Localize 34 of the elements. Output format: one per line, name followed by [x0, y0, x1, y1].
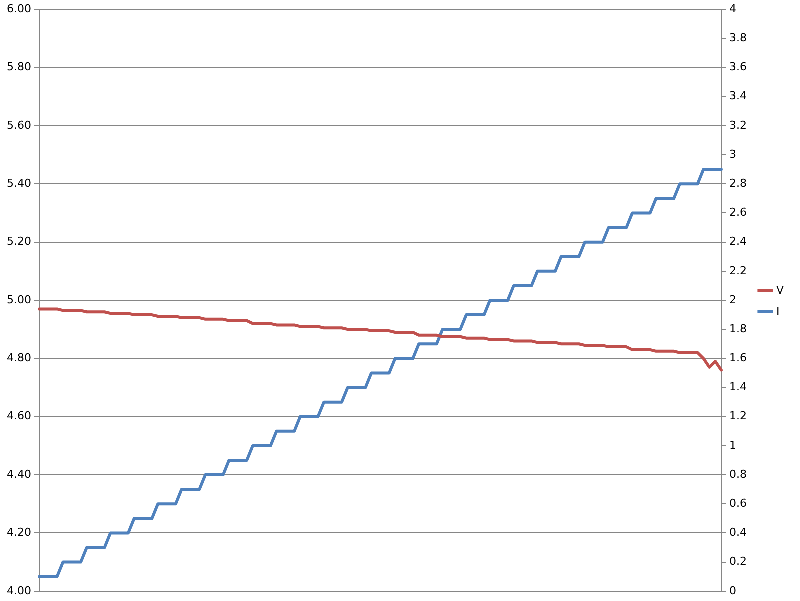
- y-tick-label: 6.00: [6, 2, 32, 16]
- y-tick-label: 4.80: [6, 352, 32, 365]
- y-tick-label: 5.00: [6, 293, 32, 306]
- y-tick-label: 4.40: [6, 468, 32, 481]
- y2-tick-label: 1.4: [729, 380, 747, 394]
- y2-tick-label: 3.4: [729, 90, 747, 103]
- y2-tick-label: 3: [729, 148, 736, 161]
- y2-tick-label: 1.6: [729, 352, 747, 365]
- y2-tick-label: 3.6: [729, 60, 747, 74]
- y2-tick-label: 0.4: [729, 526, 747, 540]
- legend-label: I: [776, 304, 780, 318]
- y2-tick-label: 1.2: [729, 410, 747, 423]
- y-tick-label: 5.80: [6, 60, 32, 74]
- y-tick-label: 4.60: [6, 410, 32, 423]
- y2-tick-label: 1.8: [729, 322, 747, 336]
- y2-tick-label: 4: [729, 2, 736, 16]
- y-tick-label: 4.20: [6, 526, 32, 540]
- y2-tick-label: 2.4: [729, 235, 747, 248]
- y2-tick-label: 0.2: [729, 555, 747, 568]
- y2-tick-label: 3.8: [729, 32, 747, 45]
- y-tick-label: 5.20: [6, 235, 32, 248]
- y-tick-label: 5.40: [6, 177, 32, 190]
- y2-tick-label: 2.8: [729, 177, 747, 190]
- y2-tick-label: 3.2: [729, 118, 747, 132]
- y2-tick-label: 0: [729, 584, 736, 598]
- y2-tick-label: 2.6: [729, 206, 747, 220]
- y2-tick-label: 0.6: [729, 496, 747, 510]
- y2-tick-label: 1: [729, 438, 736, 452]
- y2-tick-label: 2.2: [729, 264, 747, 278]
- legend-label: V: [776, 284, 784, 297]
- y-tick-label: 4.00: [6, 584, 32, 598]
- y2-tick-label: 2: [729, 293, 736, 306]
- y-tick-label: 5.60: [6, 118, 32, 132]
- y2-tick-label: 0.8: [729, 468, 747, 481]
